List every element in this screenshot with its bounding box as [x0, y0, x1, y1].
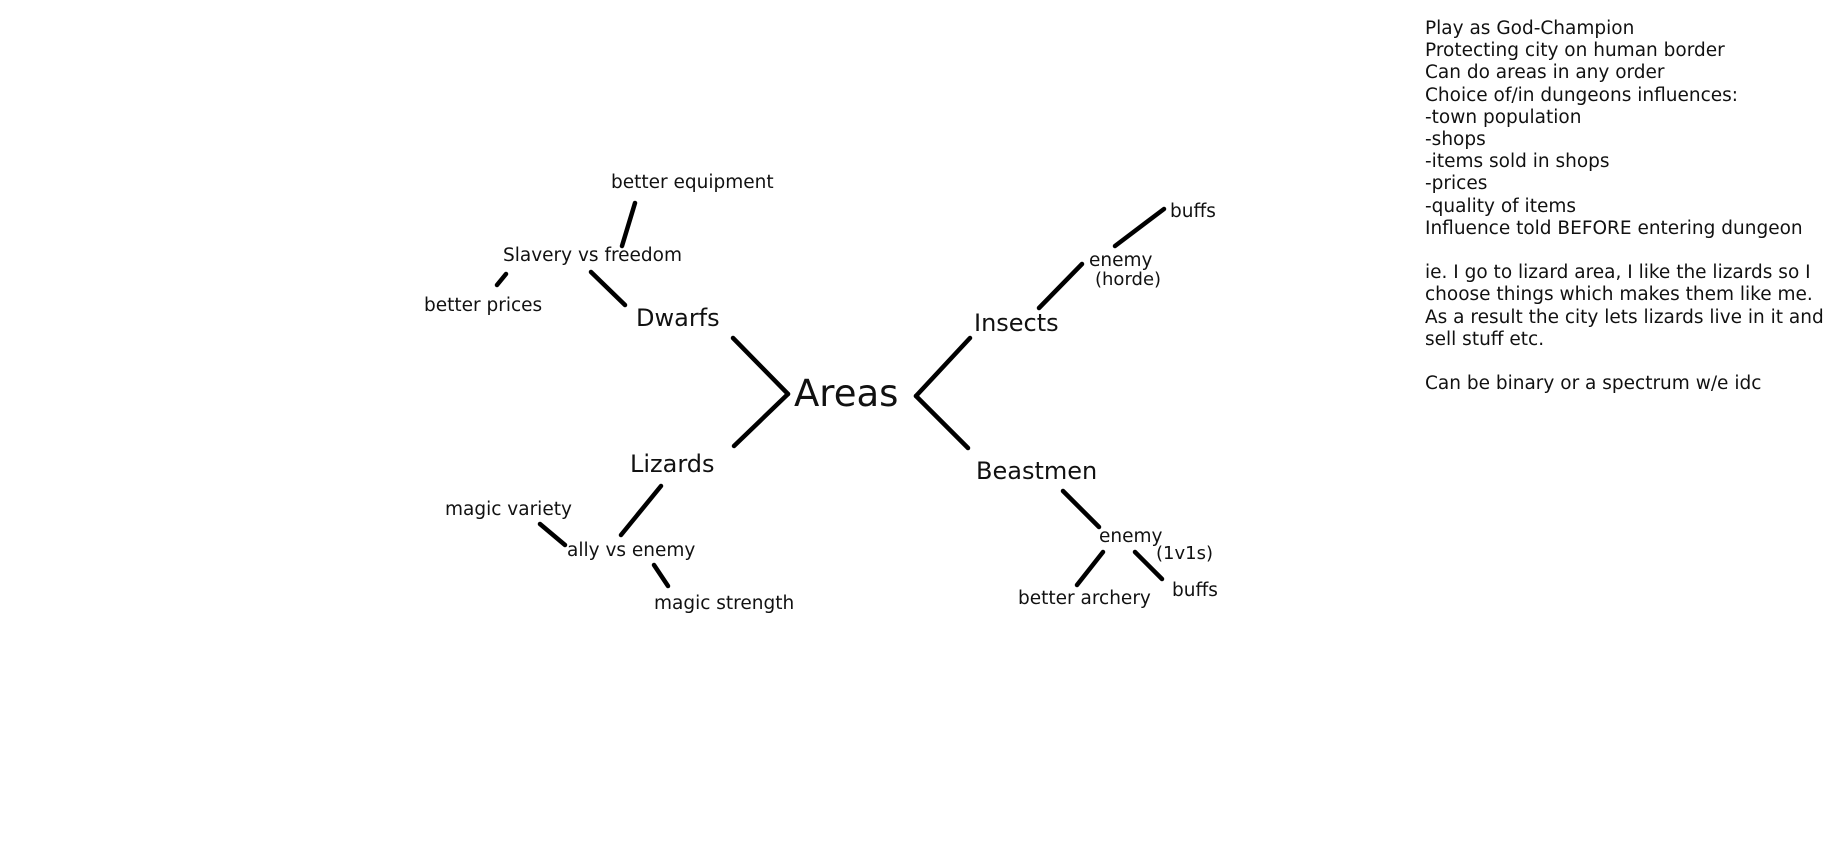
note-line: -items sold in shops	[1425, 151, 1610, 173]
connector-beastmen-choice	[1060, 488, 1102, 530]
beastmen-choice: enemy	[1099, 526, 1163, 547]
connector-dwarfs-equipment	[619, 200, 638, 249]
note-line: choose things which makes them like me.	[1425, 284, 1813, 306]
branch-beastmen: Beastmen	[976, 457, 1098, 485]
note-line: -prices	[1425, 173, 1488, 195]
note-line: Choice of/in dungeons influences:	[1425, 84, 1739, 106]
insects-outcome-buffs: buffs	[1170, 201, 1216, 222]
branch-lizards: Lizards	[630, 450, 715, 478]
note-line	[1425, 351, 1817, 373]
beastmen-outcome-archery: better archery	[1018, 588, 1151, 609]
dwarfs-outcome-equipment: better equipment	[611, 172, 774, 193]
note-line: -quality of items	[1425, 195, 1576, 217]
connector-lizards-choice	[618, 483, 664, 538]
beastmen-outcome-buffs: buffs	[1172, 580, 1218, 601]
center-node-areas: Areas	[794, 372, 899, 415]
dwarfs-outcome-prices: better prices	[424, 295, 543, 316]
branch-insects: Insects	[974, 309, 1059, 337]
note-line: sell stuff etc.	[1425, 328, 1545, 350]
connector-lizards-strength	[651, 562, 671, 589]
note-line: Play as God-Champion	[1425, 18, 1635, 39]
note-line	[1425, 240, 1817, 262]
connector-center-beastmen	[913, 393, 971, 451]
note-line: Can do areas in any order	[1425, 62, 1665, 84]
insects-choice: enemy	[1089, 250, 1153, 271]
note-line: -town population	[1425, 106, 1582, 128]
lizards-choice: ally vs enemy	[567, 540, 696, 561]
note-line: Protecting city on human border	[1425, 40, 1725, 62]
beastmen-choice-note: (1v1s)	[1156, 543, 1213, 564]
connector-insects-buffs	[1112, 206, 1167, 249]
dwarfs-choice: Slavery vs freedom	[503, 245, 683, 266]
connector-lizards-variety	[537, 521, 568, 548]
connector-center-insects	[913, 335, 973, 399]
note-line: ie. I go to lizard area, I like the liza…	[1425, 262, 1811, 284]
note-line: Can be binary or a spectrum w/e idc	[1425, 373, 1762, 395]
connector-beastmen-buffs	[1132, 549, 1165, 582]
note-line: -shops	[1425, 129, 1486, 151]
connector-insects-choice	[1036, 261, 1085, 311]
note-line: Influence told BEFORE entering dungeon	[1425, 217, 1803, 239]
lizards-outcome-strength: magic strength	[654, 593, 795, 614]
connector-center-dwarfs	[730, 335, 791, 397]
branch-dwarfs: Dwarfs	[636, 304, 720, 332]
insects-choice-note: (horde)	[1095, 269, 1162, 290]
design-notes: Play as God-Champion Protecting city on …	[1425, 18, 1824, 395]
note-line: As a result the city lets lizards live i…	[1425, 306, 1824, 328]
connector-dwarfs-choice	[588, 269, 628, 308]
lizards-outcome-variety: magic variety	[445, 499, 572, 520]
connector-center-lizards	[731, 391, 791, 449]
connector-beastmen-archery	[1074, 549, 1106, 588]
connector-dwarfs-prices	[494, 271, 509, 288]
